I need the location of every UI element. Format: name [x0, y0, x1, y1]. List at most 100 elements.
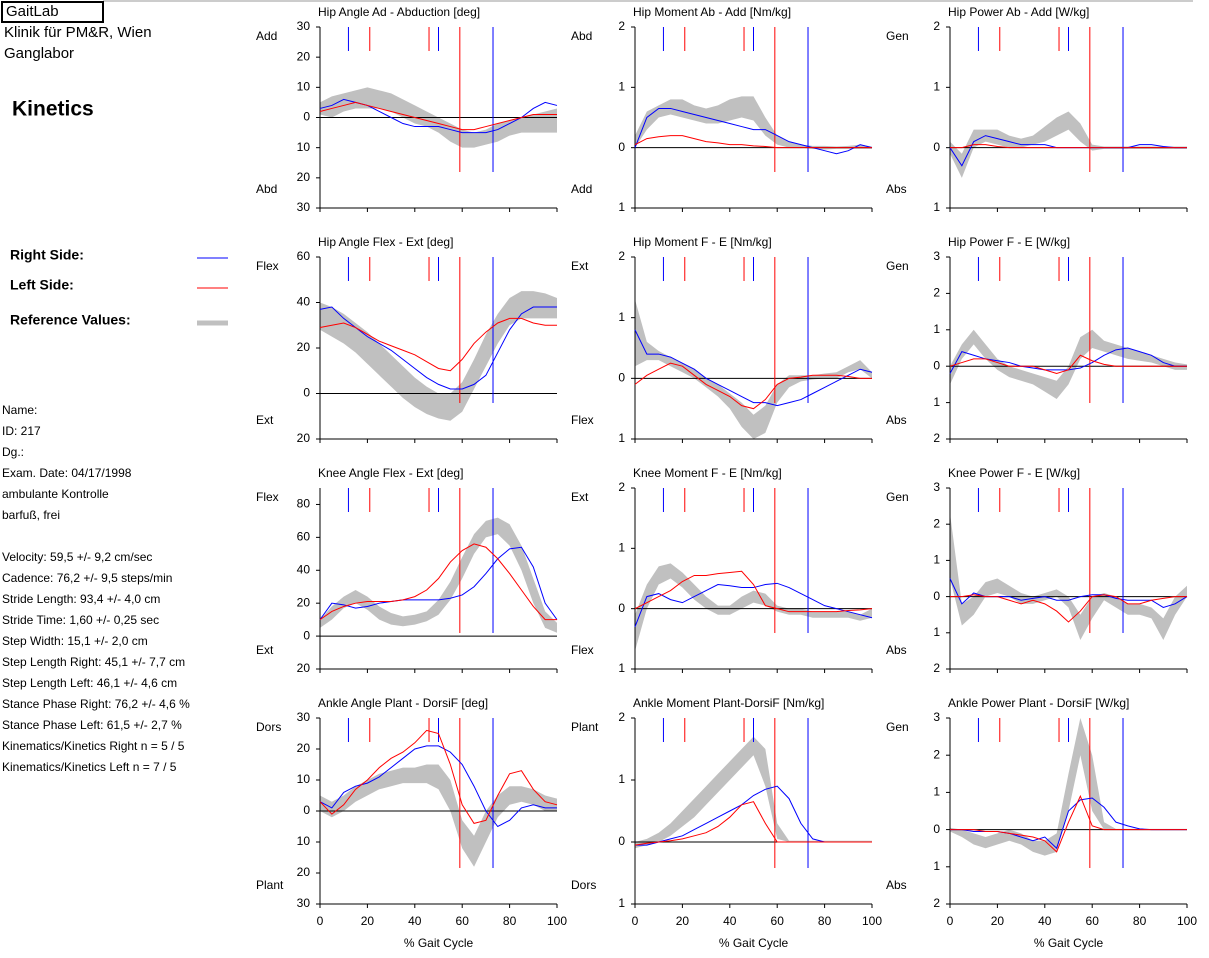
y-tick-label: 1 [618, 431, 625, 445]
x-tick-label: 40 [723, 914, 737, 928]
y-tick-label: 20 [297, 170, 311, 184]
x-tick-label: 40 [408, 914, 422, 928]
chart-title: Hip Moment F - E [Nm/kg] [633, 235, 772, 249]
x-tick-label: 20 [991, 914, 1005, 928]
y-tick-label: 2 [618, 480, 625, 494]
y-tick-label: 3 [933, 480, 940, 494]
gait-stat: Step Length Right: 45,1 +/- 7,7 cm [2, 655, 185, 669]
patient-info: Exam. Date: 04/17/1998 [2, 466, 132, 480]
x-tick-label: 0 [947, 914, 954, 928]
side-label-bottom: Abd [256, 182, 277, 196]
y-tick-label: 60 [297, 249, 311, 263]
patient-info: ID: 217 [2, 424, 41, 438]
reference-band [635, 563, 872, 651]
y-tick-label: 1 [933, 785, 940, 799]
side-label-top: Gen [886, 29, 909, 43]
side-label-bottom: Flex [571, 643, 594, 657]
patient-info: Dg.: [2, 445, 24, 459]
side-label-bottom: Abs [886, 182, 907, 196]
y-tick-label: 30 [297, 19, 311, 33]
reference-band [320, 764, 557, 867]
reference-band [950, 111, 1187, 178]
x-tick-label: 20 [676, 914, 690, 928]
reference-band [950, 513, 1187, 641]
y-tick-label: 1 [933, 625, 940, 639]
side-label-top: Gen [886, 720, 909, 734]
chart-title: Knee Angle Flex - Ext [deg] [318, 466, 463, 480]
gait-stat: Stride Time: 1,60 +/- 0,25 sec [2, 613, 159, 627]
side-label-top: Flex [256, 490, 279, 504]
reference-band [950, 718, 1187, 856]
side-label-bottom: Plant [256, 878, 284, 892]
y-tick-label: 1 [618, 772, 625, 786]
reference-band [635, 96, 872, 150]
legend-label: Right Side: [10, 247, 84, 263]
lab: Ganglabor [4, 45, 74, 62]
reference-band [635, 299, 872, 439]
side-label-bottom: Ext [256, 413, 274, 427]
y-tick-label: 3 [933, 710, 940, 724]
x-tick-label: 60 [1086, 914, 1100, 928]
x-tick-label: 0 [632, 914, 639, 928]
y-tick-label: 0 [933, 822, 940, 836]
x-axis-label: % Gait Cycle [404, 936, 474, 950]
curve [634, 107, 873, 155]
side-label-bottom: Abs [886, 413, 907, 427]
y-tick-label: 20 [297, 431, 311, 445]
y-tick-label: 2 [933, 661, 940, 675]
side-label-top: Ext [571, 490, 589, 504]
gait-stat: Velocity: 59,5 +/- 9,2 cm/sec [2, 550, 152, 564]
side-label-top: Gen [886, 259, 909, 273]
side-label-bottom: Ext [256, 643, 274, 657]
reference-band [320, 291, 557, 421]
patient-info: barfuß, frei [2, 508, 60, 522]
y-tick-label: 20 [297, 595, 311, 609]
reference-band [635, 736, 872, 849]
y-tick-label: 0 [933, 358, 940, 372]
side-label-top: Gen [886, 490, 909, 504]
curve [319, 317, 557, 372]
gait-stat: Cadence: 76,2 +/- 9,5 steps/min [2, 571, 172, 585]
y-tick-label: 2 [933, 19, 940, 33]
curve [319, 745, 557, 828]
reference-band [950, 329, 1187, 399]
y-tick-label: 1 [618, 541, 625, 555]
side-label-top: Flex [256, 259, 279, 273]
gait-stat: Stance Phase Right: 76,2 +/- 4,6 % [2, 697, 190, 711]
gait-stat: Step Length Left: 46,1 +/- 4,6 cm [2, 676, 177, 690]
reference-band [320, 517, 557, 633]
y-tick-label: 20 [297, 661, 311, 675]
x-axis-label: % Gait Cycle [719, 936, 789, 950]
y-tick-label: 0 [618, 834, 625, 848]
y-tick-label: 0 [303, 628, 310, 642]
x-axis-label: % Gait Cycle [1034, 936, 1104, 950]
x-tick-label: 80 [1133, 914, 1147, 928]
y-tick-label: 10 [297, 834, 311, 848]
y-tick-label: 1 [618, 80, 625, 94]
chart-title: Hip Moment Ab - Add [Nm/kg] [633, 5, 791, 19]
y-tick-label: 2 [933, 747, 940, 761]
y-tick-label: 0 [618, 601, 625, 615]
y-tick-label: 20 [297, 865, 311, 879]
gait-stat: Kinematics/Kinetics Left n = 7 / 5 [2, 760, 177, 774]
curve [634, 582, 873, 627]
app-box [1, 1, 104, 23]
y-tick-label: 10 [297, 80, 311, 94]
y-tick-label: 2 [933, 516, 940, 530]
chart-title: Hip Angle Flex - Ext [deg] [318, 235, 453, 249]
side-label-top: Abd [571, 29, 592, 43]
curve [950, 794, 1187, 853]
y-tick-label: 20 [297, 741, 311, 755]
side-label-bottom: Dors [571, 878, 596, 892]
gait-stat: Stride Length: 93,4 +/- 4,0 cm [2, 592, 160, 606]
gait-stat: Kinematics/Kinetics Right n = 5 / 5 [2, 739, 185, 753]
x-tick-label: 80 [818, 914, 832, 928]
y-tick-label: 0 [618, 371, 625, 385]
y-tick-label: 2 [933, 286, 940, 300]
x-tick-label: 80 [503, 914, 517, 928]
y-tick-label: 80 [297, 497, 311, 511]
x-tick-label: 100 [547, 914, 567, 928]
curve [319, 306, 557, 390]
